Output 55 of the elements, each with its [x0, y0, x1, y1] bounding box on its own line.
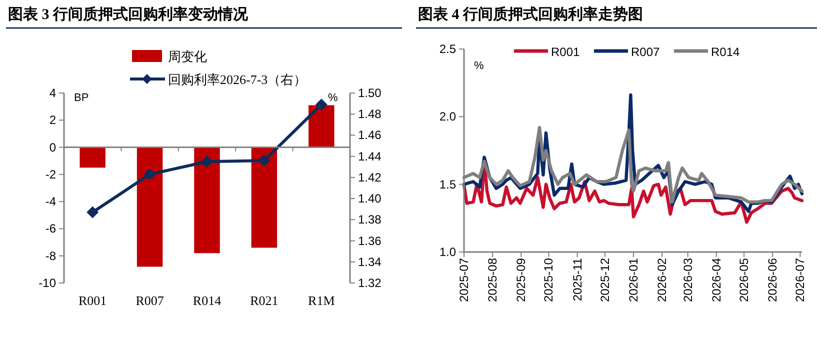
y-tick-label: 4	[49, 86, 56, 100]
y2-tick-label: 1.44	[358, 149, 382, 164]
y2-tick-label: 1.46	[358, 128, 382, 142]
x-tick-label: R1M	[308, 293, 336, 308]
x-tick-label: 2025-09	[514, 258, 528, 302]
x-tick-label: 2025-12	[598, 258, 612, 302]
x-tick-label: R014	[192, 293, 222, 308]
legend-label: R001	[551, 45, 580, 59]
point	[315, 98, 328, 111]
x-tick-label: 2026-05	[736, 258, 751, 302]
x-tick-label: 2026-01	[626, 258, 640, 302]
y-axis-title: %	[474, 60, 484, 72]
y2-tick-label: 1.34	[358, 254, 382, 269]
y-tick-label: -4	[45, 194, 56, 209]
y2-tick-label: 1.32	[358, 276, 382, 290]
y2-tick-label: 1.48	[358, 107, 382, 122]
y-tick-label: 2	[49, 113, 56, 128]
y2-tick-label: 1.50	[358, 86, 382, 100]
y2-tick-label: 1.42	[358, 170, 382, 184]
chart-title: 图表 4 行间质押式回购利率走势图	[418, 5, 643, 23]
y-tick-label: -8	[45, 248, 56, 263]
y2-axis-title: %	[328, 92, 338, 104]
y-tick-label: -6	[45, 222, 56, 236]
x-tick-label: R007	[136, 293, 164, 308]
point	[258, 154, 270, 167]
y-tick-label: 1.5	[439, 177, 456, 192]
x-tick-label: 2025-10	[542, 258, 556, 302]
x-tick-label: 2026-02	[655, 258, 670, 302]
y-tick-label: 2.0	[439, 110, 456, 124]
legend-label: 回购利率2026-7-3（右）	[168, 72, 307, 87]
x-tick-label: 2026-06	[766, 258, 780, 302]
y-axis-title: BP	[74, 92, 89, 104]
y2-tick-label: 1.38	[358, 212, 382, 227]
point	[86, 206, 99, 218]
x-tick-label: 2026-07	[793, 258, 808, 302]
y-tick-label: -10	[38, 276, 56, 290]
legend-label: R007	[631, 45, 660, 59]
point	[201, 156, 213, 168]
legend-label: R014	[711, 45, 740, 59]
x-tick-label: 2026-04	[709, 258, 724, 302]
y-tick-label: 2.5	[439, 42, 456, 56]
x-tick-label: 2025-11	[570, 258, 584, 302]
y-tick-label: -2	[45, 167, 56, 182]
x-tick-label: 2025-07	[457, 258, 471, 302]
point	[144, 168, 156, 180]
y-tick-label: 1.0	[439, 245, 456, 259]
x-tick-label: R001	[78, 293, 107, 308]
x-tick-label: 2025-08	[486, 258, 500, 302]
y-tick-label: 0	[49, 140, 56, 154]
y2-tick-label: 1.36	[358, 234, 382, 248]
x-tick-label: R021	[250, 293, 278, 308]
chart-title: 图表 3 行间质押式回购利率变动情况	[8, 5, 249, 23]
y2-tick-label: 1.40	[358, 192, 382, 206]
x-tick-label: 2026-03	[680, 258, 695, 302]
legend-label: 周变化	[168, 49, 207, 64]
